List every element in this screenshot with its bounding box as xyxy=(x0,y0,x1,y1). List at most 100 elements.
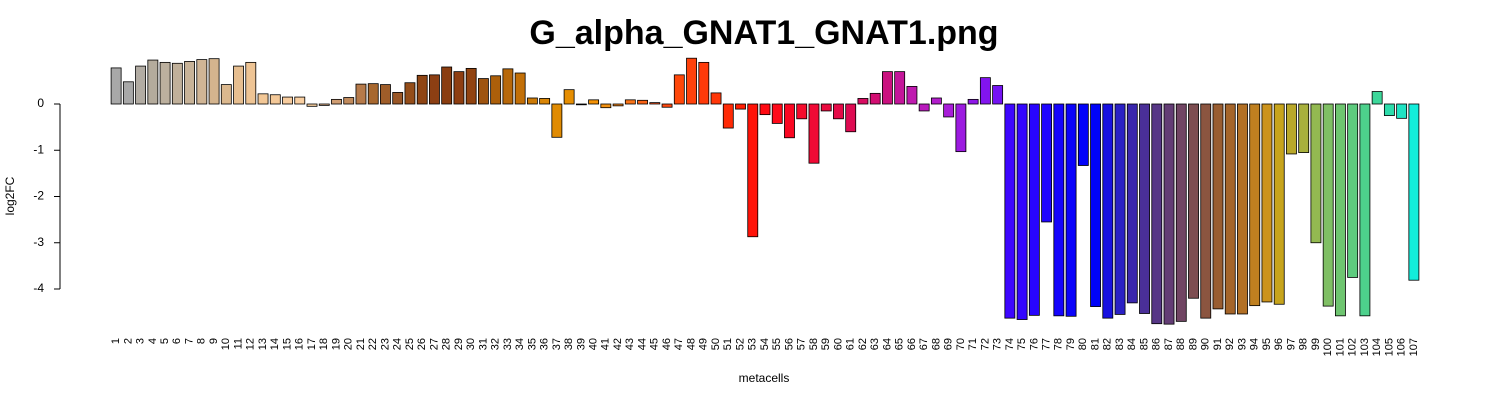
x-tick-label: 73 xyxy=(992,338,1004,350)
x-tick-label: 49 xyxy=(698,338,710,350)
bar xyxy=(649,102,661,105)
x-tick-label: 44 xyxy=(636,338,648,350)
bar xyxy=(110,67,122,105)
bar xyxy=(1004,103,1016,319)
x-tick-label: 33 xyxy=(502,338,514,350)
bar xyxy=(1359,103,1371,317)
bar xyxy=(1249,103,1261,307)
bar xyxy=(808,103,820,164)
x-tick-label: 62 xyxy=(857,338,869,350)
x-tick-label: 105 xyxy=(1383,338,1395,356)
x-tick-label: 21 xyxy=(355,338,367,350)
x-tick-label: 28 xyxy=(441,338,453,350)
bar xyxy=(416,74,428,105)
x-tick-label: 10 xyxy=(220,338,232,350)
bar xyxy=(1298,103,1310,153)
bar xyxy=(429,74,440,105)
bar xyxy=(1371,91,1383,105)
bar xyxy=(833,103,844,120)
bar xyxy=(551,103,563,138)
bar xyxy=(784,103,795,139)
x-tick-label: 72 xyxy=(979,338,991,350)
x-tick-label: 15 xyxy=(281,338,293,350)
x-tick-label: 84 xyxy=(1126,338,1138,350)
x-tick-label: 41 xyxy=(600,338,612,350)
bar xyxy=(1126,103,1138,304)
bar xyxy=(1347,103,1359,278)
bar xyxy=(759,103,771,116)
y-axis-label: log2FC xyxy=(3,176,17,215)
x-tick-label: 1 xyxy=(110,338,122,344)
bar xyxy=(612,103,624,107)
bar xyxy=(710,92,722,105)
x-tick-label: 63 xyxy=(869,338,881,350)
bar xyxy=(1200,103,1212,319)
x-tick-label: 2 xyxy=(122,338,134,344)
x-tick-label: 88 xyxy=(1175,338,1187,350)
bar xyxy=(1335,103,1346,317)
bar xyxy=(1041,103,1053,223)
x-tick-label: 40 xyxy=(588,338,600,350)
bar xyxy=(208,58,220,105)
bar xyxy=(392,92,404,105)
x-tick-labels: 1 2 3 4 5 6 7 8 9 10 11 12 13 14 15 16 17 18 19 20 21 22 23 24 2… xyxy=(110,338,1420,356)
x-tick-label: 50 xyxy=(710,338,722,350)
x-tick-label: 91 xyxy=(1212,338,1224,350)
bar xyxy=(526,97,538,105)
x-tick-label: 60 xyxy=(832,338,844,350)
bar xyxy=(171,62,183,105)
bar xyxy=(1237,103,1248,315)
x-tick-label: 38 xyxy=(563,338,575,350)
x-tick-label: 29 xyxy=(453,338,465,350)
x-tick-label: 65 xyxy=(894,338,906,350)
x-tick-label: 39 xyxy=(575,338,587,350)
bar xyxy=(992,85,1004,105)
x-tick-label: 4 xyxy=(147,338,159,344)
bar xyxy=(1383,103,1395,116)
x-tick-label: 3 xyxy=(135,338,147,344)
bar xyxy=(514,72,526,105)
x-tick-label: 104 xyxy=(1371,338,1383,356)
x-tick-label: 81 xyxy=(1089,338,1101,350)
bar xyxy=(502,68,514,105)
bar xyxy=(1175,103,1187,322)
x-tick-label: 9 xyxy=(208,338,220,344)
bar xyxy=(1408,103,1420,281)
x-tick-label: 57 xyxy=(796,338,808,350)
x-tick-label: 35 xyxy=(526,338,538,350)
bar xyxy=(575,103,587,106)
x-tick-label: 64 xyxy=(881,338,893,350)
bar xyxy=(1114,103,1126,315)
bar xyxy=(257,93,269,105)
bar xyxy=(233,65,244,105)
bar xyxy=(1188,103,1199,299)
bar xyxy=(796,103,808,120)
y-tick-label: -4 xyxy=(33,281,44,295)
x-tick-label: 30 xyxy=(465,338,477,350)
x-tick-label: 56 xyxy=(783,338,795,350)
x-tick-label: 90 xyxy=(1200,338,1212,350)
x-tick-label: 37 xyxy=(551,338,563,350)
x-tick-label: 76 xyxy=(1028,338,1040,350)
bar xyxy=(1090,103,1101,307)
bar xyxy=(159,61,171,105)
x-tick-label: 99 xyxy=(1310,338,1322,350)
x-tick-label: 13 xyxy=(257,338,269,350)
x-tick-label: 48 xyxy=(685,338,697,350)
chart-title: G_alpha_GNAT1_GNAT1.png xyxy=(529,14,998,52)
bar xyxy=(147,59,159,105)
bar xyxy=(771,103,783,124)
bar xyxy=(343,97,355,105)
bar xyxy=(539,98,551,105)
x-tick-label: 107 xyxy=(1408,338,1420,356)
x-tick-label: 31 xyxy=(477,338,489,350)
x-tick-label: 92 xyxy=(1224,338,1236,350)
bar xyxy=(1139,103,1150,314)
bar xyxy=(918,103,930,112)
x-tick-label: 52 xyxy=(734,338,746,350)
bar xyxy=(943,103,955,118)
bars-group xyxy=(110,57,1420,325)
x-tick-label: 23 xyxy=(379,338,391,350)
x-tick-label: 106 xyxy=(1396,338,1408,356)
bar xyxy=(955,103,967,153)
